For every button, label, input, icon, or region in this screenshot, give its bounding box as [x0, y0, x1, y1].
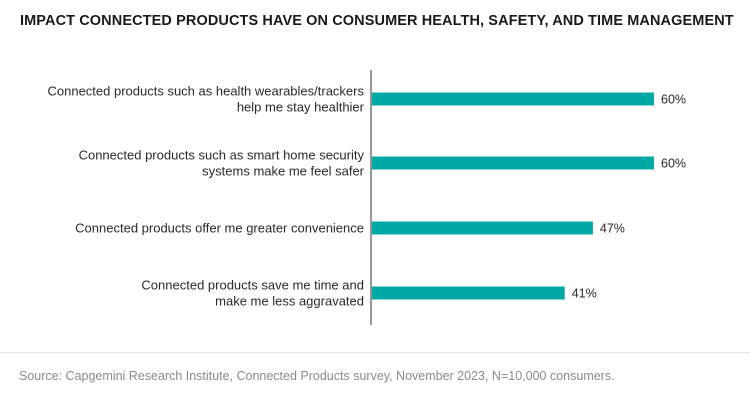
category-label-1-line-1: Connected products such as health wearab…: [47, 84, 364, 99]
value-label-2: 60%: [661, 157, 686, 171]
source-note: Source: Capgemini Research Institute, Co…: [19, 369, 615, 383]
category-label-2-line-1: Connected products such as smart home se…: [79, 148, 365, 163]
category-label-4-line-1: Connected products save me time and: [141, 278, 364, 293]
category-label-2-line-2: systems make me feel safer: [202, 164, 364, 179]
bar-1: [372, 92, 654, 106]
bar-2: [372, 156, 654, 170]
value-label-4: 41%: [572, 287, 597, 301]
chart-title: IMPACT CONNECTED PRODUCTS HAVE ON CONSUM…: [20, 13, 734, 29]
category-label-1-line-2: help me stay healthier: [237, 100, 365, 115]
category-label-3-line-1: Connected products offer me greater conv…: [75, 221, 364, 236]
bar-3: [372, 221, 593, 235]
value-label-3: 47%: [600, 222, 625, 236]
bar-4: [372, 286, 565, 300]
footer-divider: [0, 352, 750, 353]
category-label-4-line-2: make me less aggravated: [215, 294, 364, 309]
value-label-1: 60%: [661, 93, 686, 107]
